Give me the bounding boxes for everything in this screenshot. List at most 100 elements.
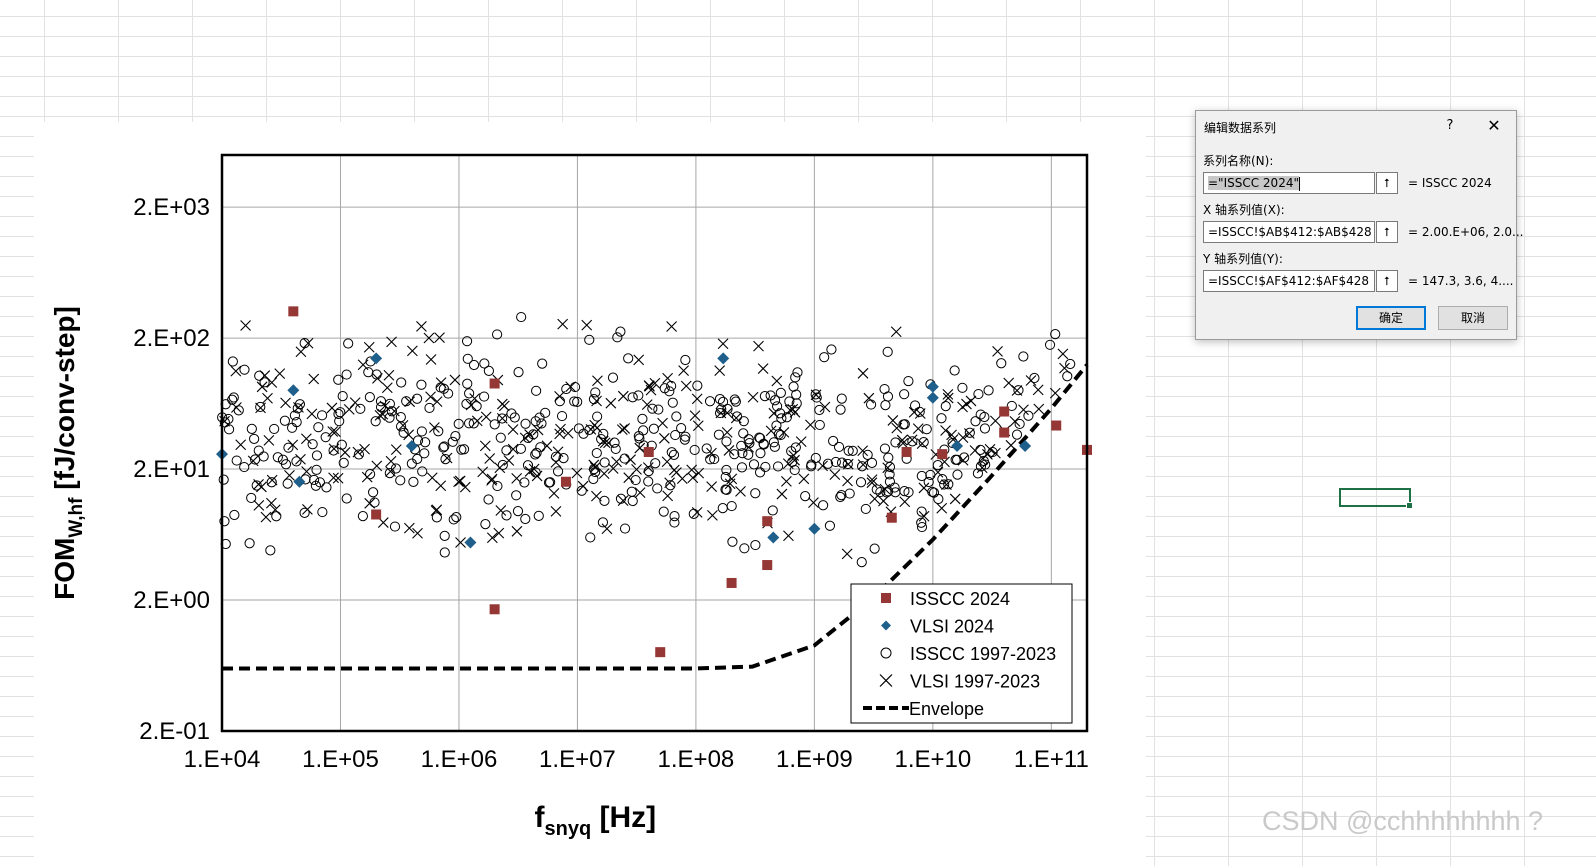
isscc-1997-2023-point	[869, 543, 880, 554]
isscc-1997-2023-point	[384, 468, 395, 479]
vlsi-1997-2023-point	[486, 474, 497, 486]
vlsi-1997-2023-point	[942, 392, 954, 404]
isscc-1997-2023-point	[973, 388, 984, 400]
vlsi-2024-point	[287, 384, 300, 397]
vlsi-1997-2023-point	[808, 497, 819, 509]
vlsi-1997-2023-point	[425, 354, 437, 365]
fill-handle[interactable]	[1406, 502, 1413, 509]
isscc-1997-2023-point	[1065, 358, 1076, 370]
vlsi-1997-2023-point	[918, 510, 930, 522]
isscc-2024-point	[726, 577, 737, 588]
vlsi-1997-2023-point	[664, 477, 676, 489]
help-button[interactable]: ?	[1446, 118, 1454, 133]
isscc-1997-2023-point	[479, 391, 490, 402]
x-tick-label: 1.E+07	[539, 746, 616, 773]
isscc-1997-2023-point	[844, 488, 855, 499]
isscc-1997-2023-point	[836, 393, 847, 404]
isscc-1997-2023-point	[750, 539, 761, 551]
isscc-1997-2023-point	[585, 532, 596, 543]
vlsi-1997-2023-point	[441, 452, 453, 464]
isscc-1997-2023-point	[271, 511, 282, 522]
vlsi-1997-2023-point	[982, 449, 993, 460]
isscc-1997-2023-point	[610, 443, 621, 455]
vlsi-1997-2023-point	[423, 332, 435, 344]
isscc-1997-2023-point	[1029, 372, 1040, 384]
series-name-input-text: ="ISSCC 2024"	[1208, 176, 1299, 190]
y-values-collapse-button[interactable]: ⭡	[1376, 270, 1398, 292]
vlsi-1997-2023-point	[1059, 362, 1070, 374]
isscc-1997-2023-point	[534, 412, 545, 423]
series-name-collapse-button[interactable]: ⭡	[1376, 172, 1398, 194]
x-values-collapse-button[interactable]: ⭡	[1376, 221, 1398, 243]
x-values-input[interactable]: =ISSCC!$AB$412:$AB$428	[1203, 221, 1375, 243]
isscc-1997-2023-point	[679, 434, 690, 445]
isscc-1997-2023-point	[229, 509, 240, 521]
vlsi-1997-2023-point	[389, 405, 400, 417]
vlsi-1997-2023-point	[477, 466, 489, 478]
scatter-chart[interactable]: 1.E+04 1.E+05 1.E+06 1.E+07 1.E+08 1.E+09 1.E+…	[34, 122, 1146, 866]
isscc-1997-2023-point	[540, 407, 551, 418]
x-tick-label: 1.E+08	[658, 746, 735, 773]
isscc-1997-2023-point	[810, 389, 821, 400]
vlsi-1997-2023-point	[431, 396, 443, 408]
isscc-1997-2023-point	[411, 393, 423, 404]
isscc-1997-2023-point	[634, 433, 645, 444]
isscc-1997-2023-point	[952, 469, 963, 480]
dialog-titlebar[interactable]: 编辑数据系列 ? ✕	[1196, 111, 1516, 141]
vlsi-1997-2023-point	[550, 505, 562, 517]
ok-button[interactable]: 确定	[1356, 306, 1426, 330]
vlsi-1997-2023-point	[940, 425, 951, 436]
isscc-1997-2023-point	[447, 436, 458, 447]
legend-label: ISSCC 2024	[910, 589, 1010, 609]
cancel-button[interactable]: 取消	[1438, 306, 1508, 330]
isscc-1997-2023-point	[1062, 371, 1073, 382]
y-values-input[interactable]: =ISSCC!$AF$412:$AF$428	[1203, 270, 1375, 292]
vlsi-1997-2023-point	[434, 332, 445, 344]
vlsi-1997-2023-point	[866, 474, 878, 485]
isscc-1997-2023-point	[368, 487, 379, 498]
isscc-1997-2023-point	[355, 403, 366, 414]
vlsi-1997-2023-point	[691, 506, 703, 518]
vlsi-1997-2023-point	[511, 525, 523, 537]
vlsi-1997-2023-point	[963, 428, 975, 439]
vlsi-1997-2023-point	[686, 464, 698, 476]
isscc-1997-2023-point	[670, 429, 681, 441]
vlsi-1997-2023-point	[524, 466, 536, 477]
vlsi-1997-2023-point	[494, 462, 506, 474]
vlsi-1997-2023-point	[269, 504, 281, 516]
vlsi-1997-2023-point	[633, 354, 645, 366]
legend-label: ISSCC 1997-2023	[910, 644, 1056, 664]
vlsi-1997-2023-point	[693, 467, 705, 479]
isscc-1997-2023-point	[630, 474, 641, 486]
isscc-1997-2023-point	[790, 442, 801, 453]
vlsi-1997-2023-point	[471, 415, 483, 427]
vlsi-1997-2023-point	[634, 442, 646, 454]
isscc-1997-2023-point	[776, 413, 787, 424]
isscc-1997-2023-point	[957, 382, 968, 393]
isscc-1997-2023-point	[291, 456, 302, 467]
vlsi-1997-2023-point	[372, 372, 383, 384]
selected-cell[interactable]	[1339, 488, 1413, 509]
isscc-1997-2023-point	[1023, 410, 1034, 421]
close-button[interactable]: ✕	[1487, 116, 1501, 135]
isscc-1997-2023-point	[253, 445, 264, 456]
chart-legend[interactable]: ISSCC 2024 VLSI 2024 ISSCC 1997-2023 VLSI 1…	[850, 583, 1073, 724]
isscc-1997-2023-point	[533, 510, 544, 521]
isscc-1997-2023-point	[341, 369, 352, 380]
isscc-1997-2023-point	[714, 393, 726, 405]
vlsi-1997-2023-point	[280, 397, 291, 409]
vlsi-1997-2023-point	[493, 527, 505, 539]
vlsi-1997-2023-point	[403, 522, 415, 534]
isscc-1997-2023-point	[530, 416, 541, 427]
isscc-1997-2023-point	[269, 423, 280, 435]
chart-area[interactable]: 1.E+04 1.E+05 1.E+06 1.E+07 1.E+08 1.E+09 1.E+…	[34, 122, 1146, 866]
isscc-1997-2023-point	[515, 443, 526, 454]
isscc-1997-2023-point	[648, 423, 659, 434]
vlsi-1997-2023-point	[634, 487, 646, 499]
vlsi-1997-2023-point	[810, 389, 822, 401]
isscc-1997-2023-point	[412, 435, 424, 446]
edit-series-dialog[interactable]: 编辑数据系列 ? ✕ 系列名称(N): ="ISSCC 2024" ⭡ = IS…	[1195, 110, 1523, 340]
series-name-input[interactable]: ="ISSCC 2024"	[1203, 172, 1375, 194]
isscc-1997-2023-point	[353, 449, 364, 460]
vlsi-1997-2023-point	[274, 368, 286, 380]
